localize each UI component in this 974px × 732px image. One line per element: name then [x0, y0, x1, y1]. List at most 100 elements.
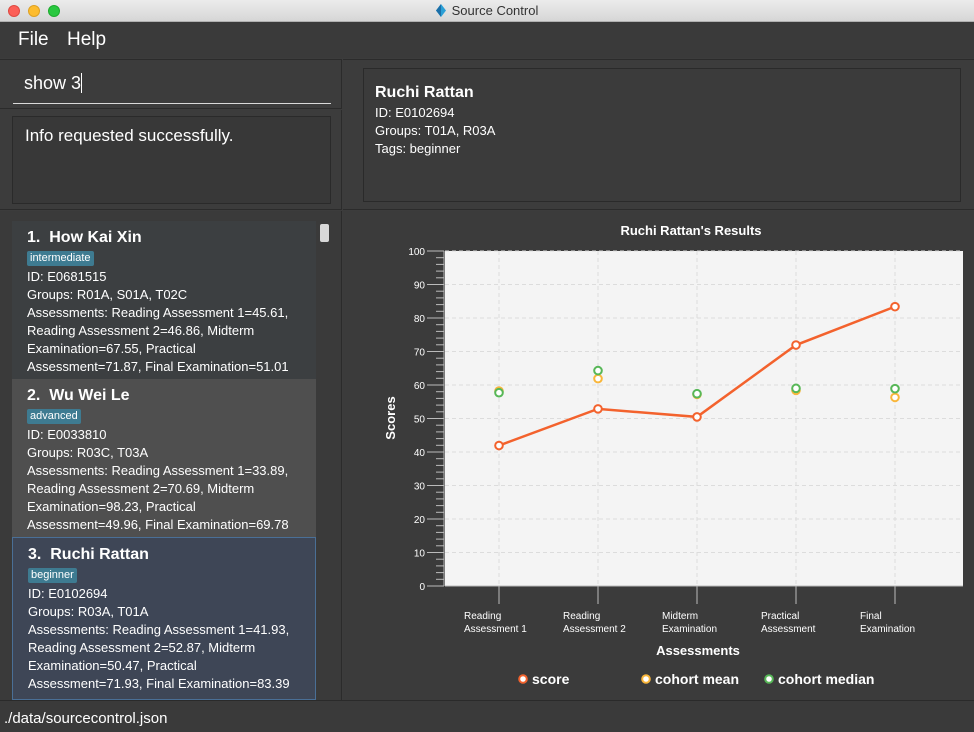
student-id: ID: E0681515 — [27, 269, 107, 284]
student-card-selected[interactable]: 3. Ruchi Rattan beginner ID: E0102694 Gr… — [12, 537, 316, 700]
student-assessments-line: Assessments: Reading Assessment 1=33.89, — [27, 463, 289, 478]
x-axis-title: Assessments — [656, 643, 740, 658]
student-index: 3. — [28, 546, 42, 563]
window-title: Source Control — [451, 3, 539, 18]
data-point-cohort-mean — [890, 392, 900, 403]
legend-marker — [641, 674, 651, 684]
text-caret — [81, 73, 83, 93]
minimize-window-button[interactable] — [28, 5, 40, 17]
data-point-score — [494, 440, 504, 451]
student-card[interactable]: 1. How Kai Xin intermediate ID: E0681515… — [12, 221, 316, 379]
result-message: Info requested successfully. — [25, 126, 234, 145]
student-name: 1. How Kai Xin — [27, 227, 316, 248]
menu-help[interactable]: Help — [67, 29, 107, 50]
student-assessments-line: Reading Assessment 2=46.86, Midterm — [27, 323, 255, 338]
student-id: ID: E0033810 — [27, 427, 107, 442]
menu-file[interactable]: File — [18, 29, 49, 50]
list-scrollbar-thumb[interactable] — [320, 224, 329, 242]
y-tick-label: 0 — [419, 582, 425, 593]
info-tags: Tags: beginner — [375, 141, 461, 156]
legend-marker — [518, 674, 528, 684]
student-assessments-line: Reading Assessment 2=70.69, Midterm — [27, 481, 255, 496]
y-tick-label: 90 — [414, 281, 426, 292]
student-name-text: Wu Wei Le — [49, 387, 130, 404]
y-tick-label: 60 — [414, 381, 426, 392]
data-point-cohort-median — [791, 383, 801, 394]
close-window-button[interactable] — [8, 5, 20, 17]
x-tick-label: Assessment 1 — [464, 624, 527, 635]
info-groups: Groups: T01A, R03A — [375, 123, 496, 138]
data-point-score — [593, 404, 603, 414]
data-point-cohort-mean — [593, 373, 603, 384]
x-tick-label: Reading — [563, 611, 600, 622]
student-list[interactable]: 1. How Kai Xin intermediate ID: E0681515… — [0, 211, 342, 700]
student-assessments-line: Reading Assessment 2=52.87, Midterm — [28, 640, 256, 655]
data-point-score — [692, 412, 702, 422]
y-tick-label: 20 — [414, 515, 426, 526]
y-tick-label: 80 — [414, 314, 426, 325]
student-groups: Groups: R01A, S01A, T02C — [27, 287, 188, 302]
student-assessments-line: Assessment=71.87, Final Examination=51.0… — [27, 359, 289, 374]
student-assessments-line: Assessment=71.93, Final Examination=83.3… — [28, 676, 290, 691]
chart-panel: 0 10 20 30 40 50 60 70 80 90 100 Reading Assessment … — [343, 211, 974, 700]
info-name: Ruchi Rattan — [375, 84, 474, 101]
y-tick-label: 100 — [408, 247, 425, 258]
student-name: 3. Ruchi Rattan — [28, 544, 315, 565]
y-tick-label: 70 — [414, 348, 426, 359]
x-tick-label: Midterm — [662, 611, 698, 622]
x-tick-label: Reading — [464, 611, 501, 622]
data-point-score — [791, 340, 801, 350]
student-name-text: How Kai Xin — [49, 229, 142, 246]
student-index: 1. — [27, 229, 41, 246]
results-chart: 0 10 20 30 40 50 60 70 80 90 100 Reading Assessment … — [383, 223, 963, 687]
data-point-cohort-median — [593, 365, 603, 376]
student-assessments-line: Examination=98.23, Practical — [27, 499, 196, 514]
save-location-path: ./data/sourcecontrol.json — [4, 710, 168, 727]
y-tick-label: 40 — [414, 448, 426, 459]
student-assessments-line: Assessments: Reading Assessment 1=45.61, — [27, 305, 289, 320]
menu-bar: File Help — [0, 22, 974, 58]
info-id: ID: E0102694 — [375, 105, 455, 120]
legend-label: cohort median — [778, 671, 874, 687]
data-point-cohort-median — [890, 383, 900, 394]
student-assessments-line: Assessments: Reading Assessment 1=41.93, — [28, 622, 290, 637]
y-tick-label: 50 — [414, 415, 426, 426]
maximize-window-button[interactable] — [48, 5, 60, 17]
student-tag: advanced — [27, 409, 81, 424]
student-groups: Groups: R03C, T03A — [27, 445, 149, 460]
command-text: show 3 — [24, 73, 82, 93]
student-name: 2. Wu Wei Le — [27, 385, 316, 406]
command-box: show 3 — [0, 59, 342, 109]
x-tick-label: Examination — [662, 624, 717, 635]
x-tick-label: Assessment — [761, 624, 816, 635]
student-assessments-line: Examination=50.47, Practical — [28, 658, 197, 673]
legend-label: score — [532, 671, 570, 687]
command-input[interactable]: show 3 — [13, 70, 331, 104]
y-tick-label: 30 — [414, 482, 426, 493]
result-display: Info requested successfully. — [12, 116, 331, 204]
data-point-score — [890, 301, 900, 312]
student-tag: intermediate — [27, 251, 94, 266]
y-axis-title: Scores — [383, 396, 398, 439]
status-bar: ./data/sourcecontrol.json — [0, 700, 974, 732]
student-info-box: Ruchi Rattan ID: E0102694 Groups: T01A, … — [363, 68, 961, 202]
data-point-cohort-median — [692, 388, 702, 399]
x-tick-label: Practical — [761, 611, 799, 622]
info-panel: Ruchi Rattan ID: E0102694 Groups: T01A, … — [343, 59, 974, 210]
student-assessments-line: Assessment=49.96, Final Examination=69.7… — [27, 517, 289, 532]
data-point-cohort-median — [494, 387, 504, 398]
legend-label: cohort mean — [655, 671, 739, 687]
student-groups: Groups: R03A, T01A — [28, 604, 149, 619]
x-tick-label: Final — [860, 611, 882, 622]
student-index: 2. — [27, 387, 41, 404]
student-name-text: Ruchi Rattan — [50, 546, 149, 563]
student-card[interactable]: 2. Wu Wei Le advanced ID: E0033810 Group… — [12, 379, 316, 537]
legend-marker — [764, 674, 774, 684]
title-bar: Source Control — [0, 0, 974, 22]
x-tick-label: Examination — [860, 624, 915, 635]
app-logo-icon — [435, 4, 446, 17]
x-tick-label: Assessment 2 — [563, 624, 626, 635]
y-tick-label: 10 — [414, 549, 426, 560]
student-assessments-line: Examination=67.55, Practical — [27, 341, 196, 356]
student-tag: beginner — [28, 568, 77, 583]
